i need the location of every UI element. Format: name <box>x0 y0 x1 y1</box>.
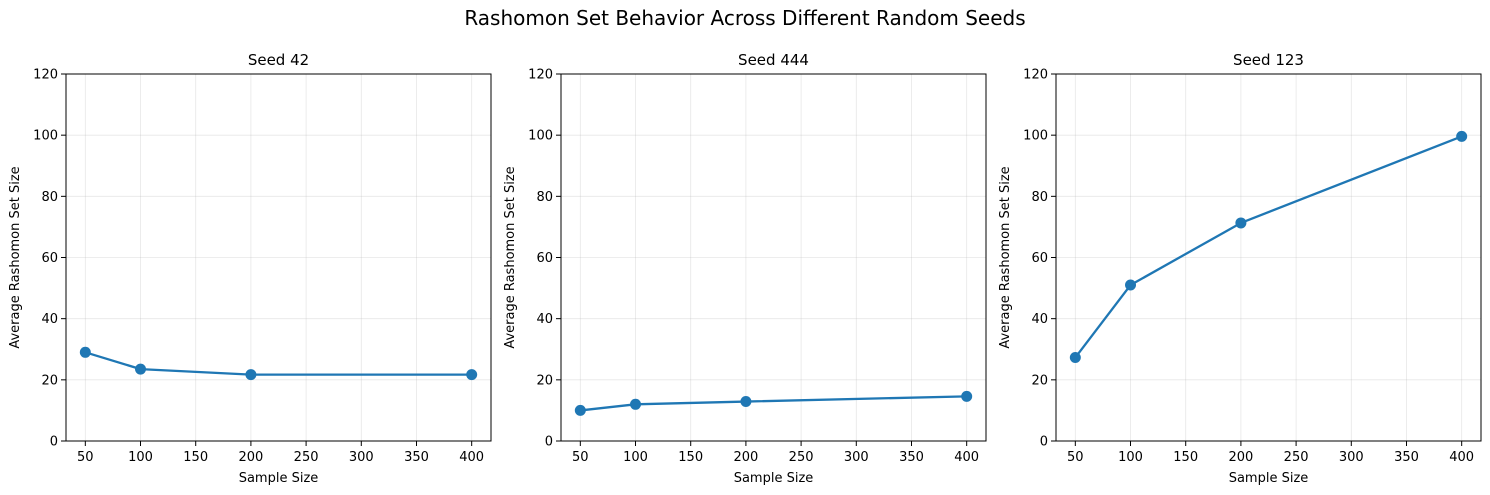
x-tick-label: 300 <box>844 450 869 465</box>
y-tick-label: 80 <box>536 190 553 205</box>
x-tick-label: 200 <box>238 450 263 465</box>
x-tick-label: 350 <box>404 450 429 465</box>
y-tick-label: 100 <box>33 129 58 144</box>
series-line <box>579 395 968 412</box>
x-tick-label: 100 <box>623 450 648 465</box>
x-tick-label: 400 <box>954 450 979 465</box>
x-tick-label: 400 <box>459 450 484 465</box>
x-tick-label: 100 <box>128 450 153 465</box>
x-tick-label: 200 <box>733 450 758 465</box>
data-point <box>740 396 752 408</box>
y-tick-label: 20 <box>41 373 58 388</box>
x-tick-label: 50 <box>572 450 589 465</box>
subplot-seed-444: 50 100 150 200 250 300 350 400 0 20 40 60 80 100 120 Se… <box>503 51 987 486</box>
x-tick-label: 50 <box>77 450 94 465</box>
y-tick-label: 40 <box>536 312 553 327</box>
y-tick-label: 80 <box>1031 190 1048 205</box>
x-tick-label: 250 <box>294 450 319 465</box>
data-point <box>466 369 478 381</box>
y-tick-label: 60 <box>536 251 553 266</box>
y-tick-label: 20 <box>1031 373 1048 388</box>
data-point <box>1069 352 1081 364</box>
y-tick-label: 120 <box>1023 68 1048 83</box>
y-tick-label: 0 <box>545 435 553 450</box>
x-tick-label: 250 <box>1284 450 1309 465</box>
figure-title: Rashomon Set Behavior Across Different R… <box>464 6 1026 30</box>
axes-frame <box>1055 73 1482 442</box>
y-tick-label: 60 <box>41 251 58 266</box>
x-tick-label: 150 <box>678 450 703 465</box>
data-point <box>245 369 257 381</box>
data-point <box>1456 130 1468 142</box>
axes-frame <box>560 73 987 442</box>
x-tick-label: 300 <box>349 450 374 465</box>
x-tick-label: 150 <box>1173 450 1198 465</box>
x-tick-label: 100 <box>1118 450 1143 465</box>
y-tick-label: 0 <box>1040 435 1048 450</box>
series-line <box>84 351 473 376</box>
x-tick-label: 400 <box>1449 450 1474 465</box>
x-axis-label: Sample Size <box>239 471 319 486</box>
y-tick-label: 20 <box>536 373 553 388</box>
data-point <box>574 404 586 416</box>
x-axis-label: Sample Size <box>734 471 814 486</box>
x-tick-label: 150 <box>183 450 208 465</box>
data-point <box>1125 279 1137 291</box>
subplot-title: Seed 444 <box>738 51 809 69</box>
y-tick-label: 40 <box>1031 312 1048 327</box>
x-tick-label: 50 <box>1067 450 1084 465</box>
axes-frame <box>65 73 492 442</box>
y-tick-label: 120 <box>528 68 553 83</box>
y-axis-label: Average Rashomon Set Size <box>8 166 23 348</box>
x-tick-label: 200 <box>1228 450 1253 465</box>
data-point <box>1235 217 1247 229</box>
data-point <box>961 390 973 402</box>
x-tick-label: 300 <box>1339 450 1364 465</box>
subplot-seed-123: 50 100 150 200 250 300 350 400 0 20 40 60 80 100 120 Se… <box>998 51 1482 486</box>
series-line <box>1074 135 1463 359</box>
y-axis-label: Average Rashomon Set Size <box>503 166 518 348</box>
subplot-title: Seed 123 <box>1233 51 1304 69</box>
subplot-title: Seed 42 <box>248 51 309 69</box>
data-point <box>630 398 642 410</box>
data-point <box>79 346 91 358</box>
x-tick-label: 250 <box>789 450 814 465</box>
y-tick-label: 40 <box>41 312 58 327</box>
data-point <box>135 363 147 375</box>
y-axis-label: Average Rashomon Set Size <box>998 166 1013 348</box>
x-tick-label: 350 <box>899 450 924 465</box>
y-tick-label: 0 <box>50 435 58 450</box>
x-tick-label: 350 <box>1394 450 1419 465</box>
y-tick-label: 100 <box>528 129 553 144</box>
subplot-seed-42: 50 100 150 200 250 300 350 400 0 20 40 60 80 100 120 Se… <box>8 51 492 486</box>
y-tick-label: 100 <box>1023 129 1048 144</box>
y-tick-label: 120 <box>33 68 58 83</box>
y-tick-label: 80 <box>41 190 58 205</box>
x-axis-label: Sample Size <box>1229 471 1309 486</box>
y-tick-label: 60 <box>1031 251 1048 266</box>
